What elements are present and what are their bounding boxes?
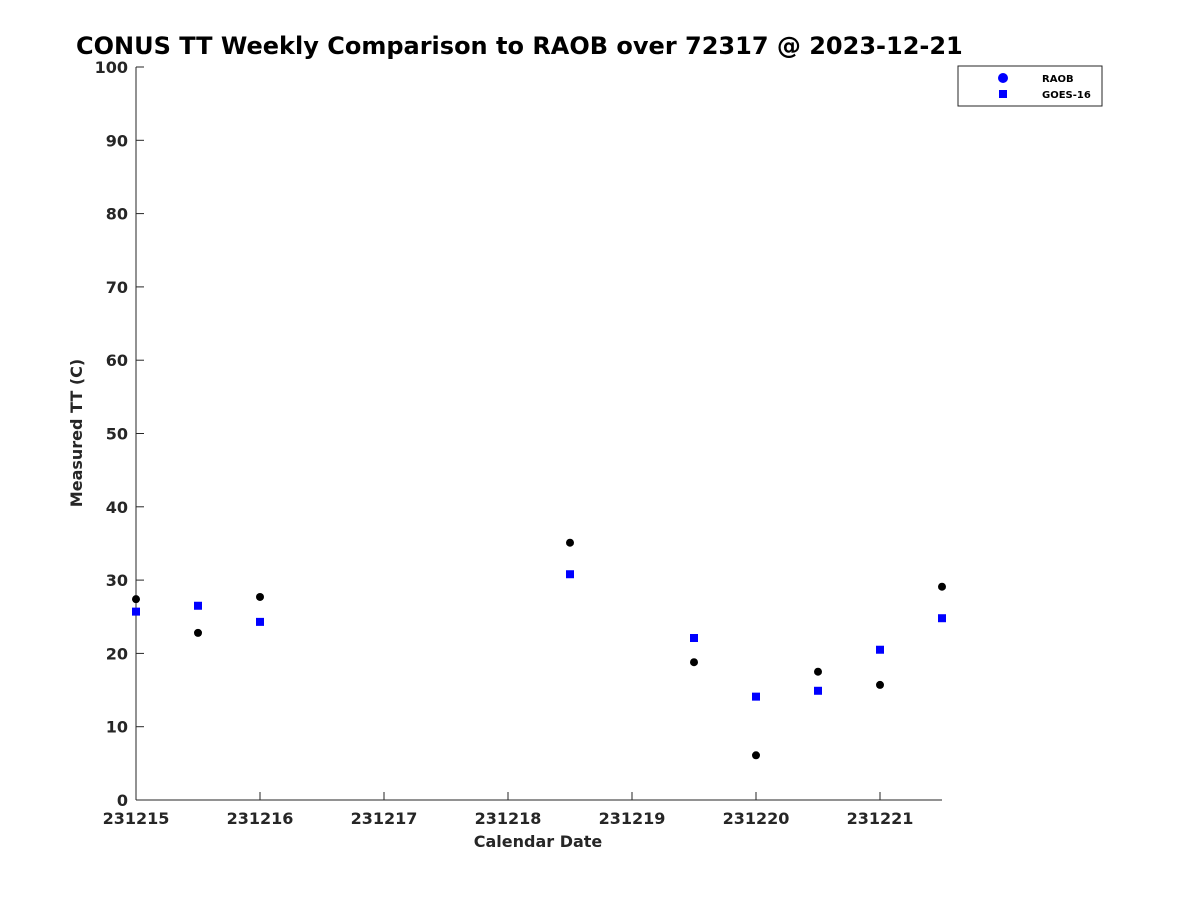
chart-title: CONUS TT Weekly Comparison to RAOB over … bbox=[76, 32, 963, 60]
x-tick-label: 231217 bbox=[351, 809, 418, 828]
legend-marker-raob bbox=[998, 73, 1008, 83]
y-tick-label: 100 bbox=[95, 58, 128, 77]
x-tick-label: 231215 bbox=[103, 809, 170, 828]
y-tick-label: 0 bbox=[117, 791, 128, 810]
goes-16-point bbox=[566, 570, 574, 579]
raob-point bbox=[256, 592, 264, 601]
goes-16-point bbox=[752, 692, 760, 701]
goes-16-point bbox=[132, 607, 140, 616]
y-tick-label: 40 bbox=[106, 498, 128, 517]
x-axis-label: Calendar Date bbox=[474, 832, 603, 851]
raob-point bbox=[566, 538, 574, 547]
raob-point bbox=[752, 751, 760, 760]
goes-16-point bbox=[256, 617, 264, 626]
raob-point bbox=[132, 595, 140, 604]
goes-16-point bbox=[876, 645, 884, 654]
x-tick-label: 231218 bbox=[475, 809, 542, 828]
x-tick-label: 231220 bbox=[723, 809, 790, 828]
y-tick-label: 10 bbox=[106, 718, 128, 737]
y-tick-label: 20 bbox=[106, 644, 128, 663]
y-tick-label: 90 bbox=[106, 131, 128, 150]
goes-16-point bbox=[194, 601, 202, 610]
x-tick-label: 231216 bbox=[227, 809, 294, 828]
legend-marker-goes-16 bbox=[999, 90, 1007, 98]
raob-point bbox=[814, 667, 822, 676]
goes-16-point bbox=[814, 686, 822, 695]
x-tick-label: 231219 bbox=[599, 809, 666, 828]
y-tick-label: 80 bbox=[106, 205, 128, 224]
goes-16-point bbox=[938, 614, 946, 623]
raob-point bbox=[938, 582, 946, 591]
y-tick-label: 60 bbox=[106, 351, 128, 370]
data-marks bbox=[132, 538, 946, 760]
y-tick-label: 30 bbox=[106, 571, 128, 590]
x-tick-label: 231221 bbox=[847, 809, 914, 828]
y-tick-label: 50 bbox=[106, 425, 128, 444]
axes: 0 10 20 30 40 50 60 70 80 90 100 231215 231216 231217… bbox=[95, 58, 942, 828]
raob-point bbox=[876, 680, 884, 689]
legend: RAOB GOES-16 bbox=[957, 65, 1103, 107]
y-axis-label: Measured TT (C) bbox=[67, 359, 86, 507]
y-tick-label: 70 bbox=[106, 278, 128, 297]
legend-label: GOES-16 bbox=[1042, 90, 1091, 101]
legend-box bbox=[957, 65, 1103, 107]
raob-point bbox=[690, 658, 698, 667]
goes-16-point bbox=[690, 634, 698, 643]
raob-point bbox=[194, 628, 202, 637]
legend-label: RAOB bbox=[1042, 74, 1074, 85]
